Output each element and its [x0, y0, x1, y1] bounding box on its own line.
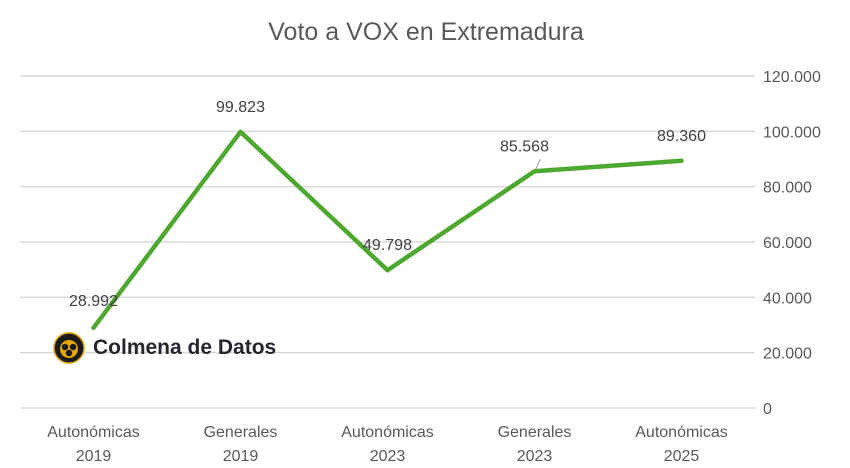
gridlines — [20, 75, 755, 409]
y-axis-ticks: 0 20.000 40.000 60.000 80.000 100.000 120.000 — [763, 69, 821, 418]
data-label: 89.360 — [657, 128, 706, 145]
x-tick-label: Generales — [498, 424, 572, 441]
x-tick-label: 2019 — [76, 448, 112, 465]
data-label: 49.798 — [363, 237, 412, 254]
x-axis-ticks: Autonómicas 2019 Generales 2019 Autonómicas 2… — [47, 424, 728, 465]
y-tick-label: 60.000 — [763, 235, 812, 252]
x-tick-label: Autonómicas — [341, 424, 434, 441]
series — [91, 129, 684, 331]
y-tick-label: 0 — [763, 401, 772, 418]
y-tick-label: 80.000 — [763, 180, 812, 197]
x-tick-label: 2019 — [223, 448, 259, 465]
y-tick-label: 40.000 — [763, 290, 812, 307]
hive-logo-icon — [53, 332, 85, 364]
data-label: 85.568 — [500, 138, 549, 155]
x-tick-label: Autonómicas — [47, 424, 140, 441]
data-labels: 28.992 99.823 49.798 85.568 89.360 — [69, 99, 706, 310]
series-line — [91, 129, 684, 331]
x-tick-label: 2025 — [664, 448, 700, 465]
x-tick-label: 2023 — [517, 448, 553, 465]
y-tick-label: 100.000 — [763, 124, 821, 141]
data-label: 28.992 — [69, 293, 118, 310]
watermark-text: Colmena de Datos — [93, 336, 277, 359]
x-tick-label: Generales — [204, 424, 278, 441]
y-tick-label: 120.000 — [763, 69, 821, 86]
x-tick-label: Autonómicas — [635, 424, 728, 441]
chart-title: Voto a VOX en Extremadura — [268, 18, 584, 46]
x-tick-label: 2023 — [370, 448, 406, 465]
leader-line — [534, 158, 542, 170]
watermark-logo: Colmena de Datos — [53, 332, 276, 364]
y-tick-label: 20.000 — [763, 346, 812, 363]
data-label: 99.823 — [216, 99, 265, 116]
